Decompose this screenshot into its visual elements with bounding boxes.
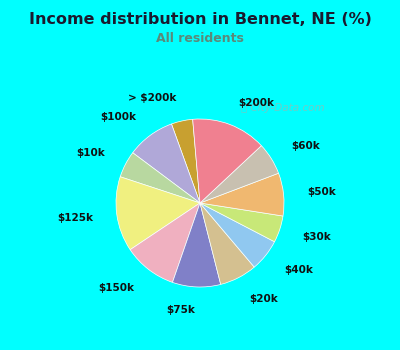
Wedge shape — [200, 173, 284, 216]
Wedge shape — [200, 203, 254, 285]
Text: $40k: $40k — [284, 265, 313, 275]
Wedge shape — [133, 124, 200, 203]
Wedge shape — [200, 203, 274, 267]
Text: $50k: $50k — [307, 187, 336, 197]
Wedge shape — [193, 119, 261, 203]
Wedge shape — [200, 146, 278, 203]
Wedge shape — [172, 203, 221, 287]
Wedge shape — [172, 119, 200, 203]
Wedge shape — [130, 203, 200, 282]
Text: $150k: $150k — [98, 283, 134, 293]
Text: > $200k: > $200k — [128, 93, 177, 103]
Wedge shape — [120, 153, 200, 203]
Wedge shape — [200, 203, 283, 242]
Text: $30k: $30k — [302, 232, 331, 242]
Wedge shape — [116, 177, 200, 250]
Text: Income distribution in Bennet, NE (%): Income distribution in Bennet, NE (%) — [28, 12, 372, 27]
Text: Ⓜ City-Data.com: Ⓜ City-Data.com — [241, 103, 324, 113]
Text: $60k: $60k — [291, 141, 320, 151]
Text: $75k: $75k — [166, 306, 196, 315]
Text: $200k: $200k — [238, 98, 274, 107]
Text: $20k: $20k — [249, 294, 278, 303]
Text: $100k: $100k — [100, 112, 136, 121]
Text: $10k: $10k — [76, 148, 105, 159]
Text: $125k: $125k — [58, 212, 94, 223]
Text: All residents: All residents — [156, 32, 244, 45]
